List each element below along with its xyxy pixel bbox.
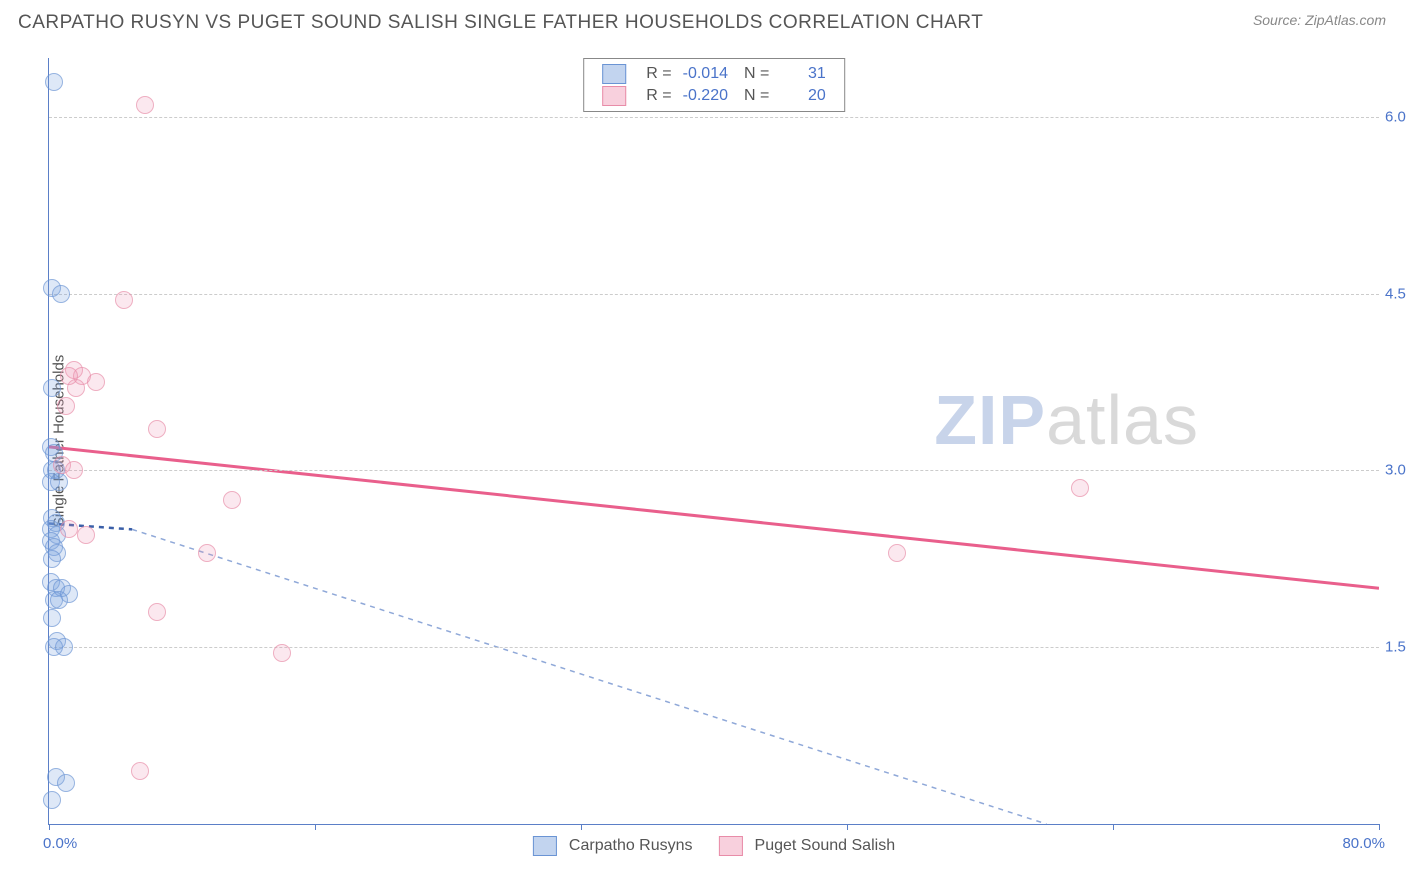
r-value-blue: -0.014: [676, 65, 728, 83]
n-value-blue: 31: [774, 65, 826, 83]
trend-lines-svg: [49, 58, 1379, 824]
legend-item-pink: Puget Sound Salish: [719, 836, 896, 856]
data-point: [273, 644, 291, 662]
correlation-legend: R = -0.014 N = 31 R = -0.220 N = 20: [583, 58, 845, 112]
n-label: N =: [744, 87, 769, 104]
gridline: [49, 117, 1379, 118]
x-tick-mark: [1113, 824, 1114, 830]
data-point: [43, 609, 61, 627]
source-name: ZipAtlas.com: [1305, 12, 1386, 28]
x-tick-mark: [49, 824, 50, 830]
scatter-plot-area: Single Father Households ZIPatlas R = -0…: [48, 58, 1379, 825]
legend-swatch-pink: [602, 86, 626, 106]
series-legend: Carpatho Rusyns Puget Sound Salish: [533, 836, 895, 856]
y-tick-label: 3.0%: [1385, 462, 1406, 479]
data-point: [52, 285, 70, 303]
legend-label-pink: Puget Sound Salish: [755, 837, 896, 855]
data-point: [77, 526, 95, 544]
x-tick-mark: [581, 824, 582, 830]
y-tick-label: 4.5%: [1385, 285, 1406, 302]
data-point: [60, 520, 78, 538]
legend-swatch-blue: [602, 64, 626, 84]
data-point: [65, 461, 83, 479]
data-point: [45, 638, 63, 656]
x-axis-max-label: 80.0%: [1342, 835, 1385, 852]
x-axis-min-label: 0.0%: [43, 835, 77, 852]
n-label: N =: [744, 65, 769, 82]
r-label: R =: [646, 87, 671, 104]
watermark: ZIPatlas: [934, 380, 1199, 460]
legend-label-blue: Carpatho Rusyns: [569, 837, 693, 855]
source-prefix: Source:: [1253, 12, 1305, 28]
data-point: [43, 791, 61, 809]
data-point: [87, 373, 105, 391]
data-point: [148, 420, 166, 438]
data-point: [43, 379, 61, 397]
data-point: [50, 473, 68, 491]
source-attribution: Source: ZipAtlas.com: [1253, 12, 1386, 28]
legend-item-blue: Carpatho Rusyns: [533, 836, 693, 856]
legend-swatch-pink-icon: [719, 836, 743, 856]
r-label: R =: [646, 65, 671, 82]
r-value-pink: -0.220: [676, 87, 728, 105]
data-point: [115, 291, 133, 309]
data-point: [888, 544, 906, 562]
chart-header: CARPATHO RUSYN VS PUGET SOUND SALISH SIN…: [0, 0, 1406, 34]
x-tick-mark: [315, 824, 316, 830]
n-value-pink: 20: [774, 87, 826, 105]
data-point: [60, 367, 78, 385]
data-point: [131, 762, 149, 780]
chart-title: CARPATHO RUSYN VS PUGET SOUND SALISH SIN…: [18, 12, 983, 34]
gridline: [49, 470, 1379, 471]
legend-swatch-blue-icon: [533, 836, 557, 856]
data-point: [198, 544, 216, 562]
legend-row-blue: R = -0.014 N = 31: [594, 63, 834, 85]
watermark-atlas: atlas: [1046, 381, 1199, 459]
data-point: [148, 603, 166, 621]
data-point: [223, 491, 241, 509]
gridline: [49, 294, 1379, 295]
data-point: [57, 397, 75, 415]
x-tick-mark: [847, 824, 848, 830]
data-point: [45, 73, 63, 91]
legend-row-pink: R = -0.220 N = 20: [594, 85, 834, 107]
data-point: [136, 96, 154, 114]
y-tick-label: 6.0%: [1385, 108, 1406, 125]
data-point: [50, 591, 68, 609]
y-tick-label: 1.5%: [1385, 639, 1406, 656]
watermark-zip: ZIP: [934, 381, 1046, 459]
data-point: [43, 550, 61, 568]
data-point: [1071, 479, 1089, 497]
x-tick-mark: [1379, 824, 1380, 830]
data-point: [57, 774, 75, 792]
gridline: [49, 647, 1379, 648]
